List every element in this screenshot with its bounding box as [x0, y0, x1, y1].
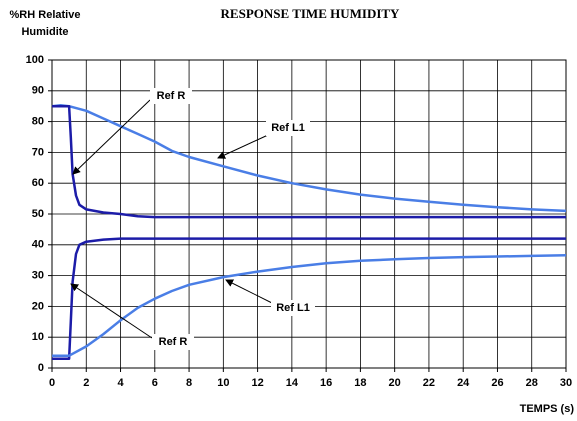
x-tick-label: 2: [83, 377, 89, 389]
annotation-arrow: [72, 99, 151, 175]
y-axis-label: Humidite: [21, 26, 68, 38]
x-tick-label: 28: [526, 377, 538, 389]
annotation-box: [271, 300, 315, 316]
x-tick-label: 10: [217, 377, 229, 389]
x-tick-label: 8: [186, 377, 192, 389]
y-tick-label: 80: [32, 116, 44, 128]
annotation-box: [150, 88, 192, 104]
series-line: [52, 254, 567, 357]
annotation-box: [152, 334, 194, 350]
y-axis-label: %RH Relative: [10, 9, 81, 21]
x-tick-label: 0: [49, 377, 55, 389]
x-tick-label: 14: [286, 377, 299, 389]
annotation-arrow: [217, 134, 269, 159]
annotation: Ref L1: [276, 302, 310, 314]
x-tick-label: 18: [354, 377, 366, 389]
x-tick-label: 30: [560, 377, 572, 389]
y-tick-label: 70: [32, 146, 44, 158]
y-tick-label: 40: [32, 239, 44, 251]
series-line: [51, 104, 567, 213]
annotation: Ref L1: [271, 122, 305, 134]
y-tick-label: 100: [26, 54, 44, 66]
chart-title: RESPONSE TIME HUMIDITY: [221, 6, 401, 21]
series-line: [52, 104, 566, 219]
y-tick-label: 0: [38, 362, 44, 374]
annotation: Ref R: [159, 336, 188, 348]
y-tick-label: 90: [32, 85, 44, 97]
x-tick-label: 12: [251, 377, 263, 389]
x-tick-label: 26: [491, 377, 503, 389]
annotation-arrow: [70, 283, 153, 339]
series-line: [52, 237, 566, 361]
annotation: Ref R: [157, 90, 186, 102]
y-tick-label: 10: [32, 331, 44, 343]
y-tick-label: 30: [32, 270, 44, 282]
x-tick-label: 22: [423, 377, 435, 389]
annotations: Ref R Ref L1 Ref L1 Ref R: [70, 88, 315, 350]
x-tick-label: 20: [389, 377, 401, 389]
y-tick-label: 60: [32, 177, 44, 189]
y-tick-label: 50: [32, 208, 44, 220]
annotation-box: [266, 120, 310, 136]
x-tick-label: 24: [457, 377, 470, 389]
x-tick-label: 4: [117, 377, 124, 389]
x-tick-label: 16: [320, 377, 332, 389]
x-tick-label: 6: [152, 377, 158, 389]
annotation-arrow: [225, 279, 273, 304]
x-axis-label: TEMPS (s): [520, 403, 575, 415]
y-tick-label: 20: [32, 300, 44, 312]
